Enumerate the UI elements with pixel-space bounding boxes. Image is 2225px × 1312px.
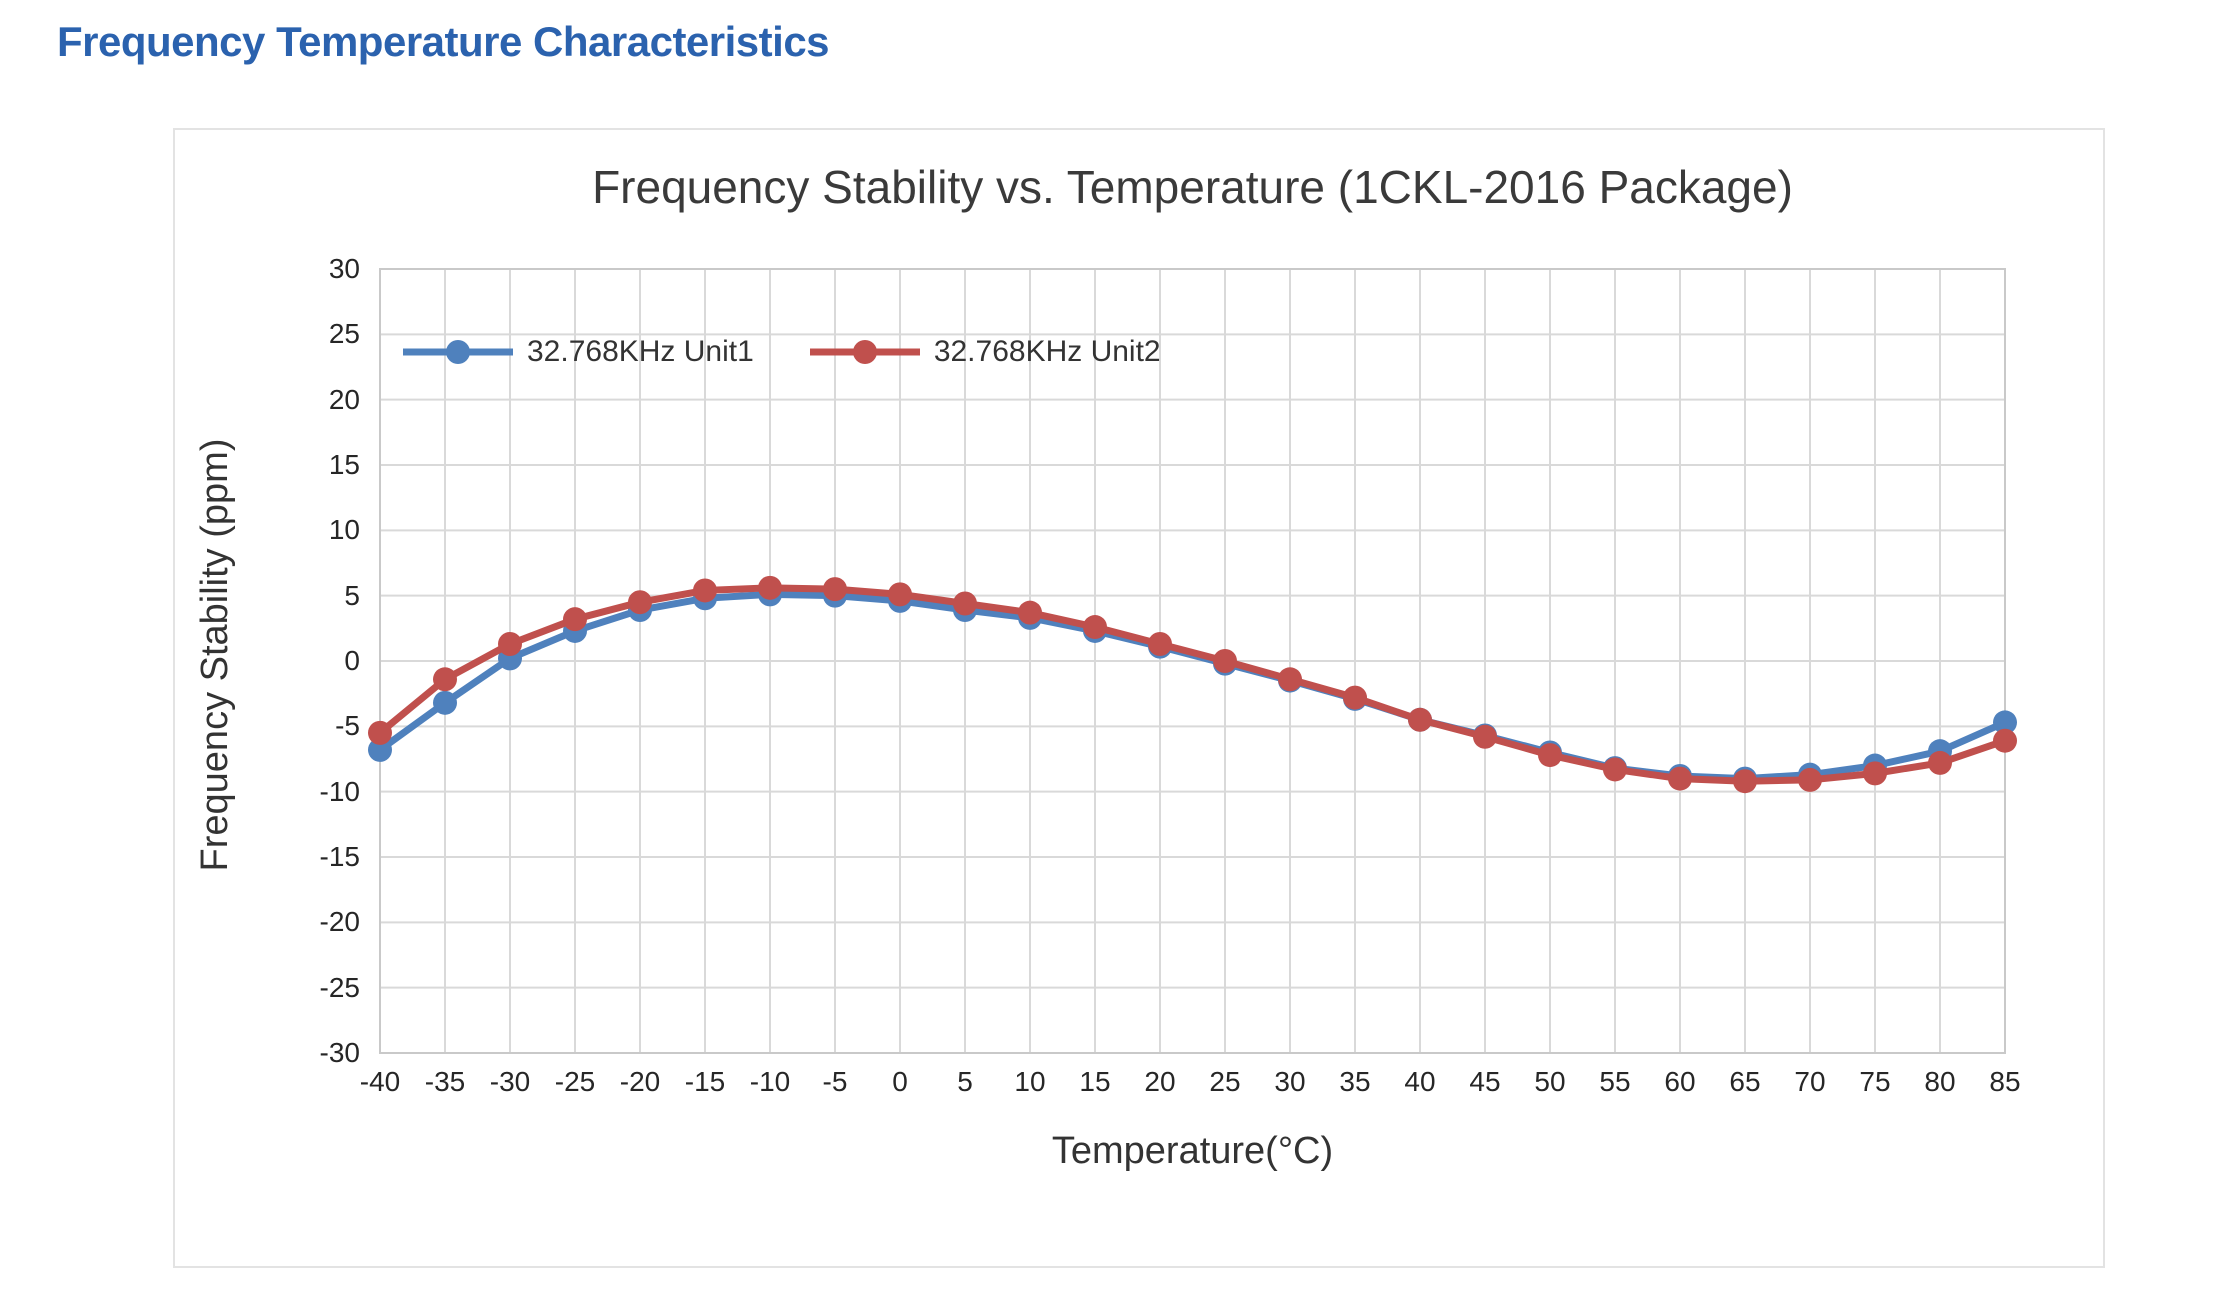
data-point-series-2 xyxy=(1343,685,1367,710)
data-point-series-2 xyxy=(1278,667,1302,692)
y-axis-title: Frequency Stability (ppm) xyxy=(194,438,236,872)
plot-area xyxy=(368,268,2017,1054)
legend-label: 32.768KHz Unit1 xyxy=(527,335,754,368)
data-point-series-2 xyxy=(563,607,587,632)
plot-border xyxy=(379,268,2006,1054)
x-tick-label: -25 xyxy=(554,1066,596,1097)
legend-marker-dot xyxy=(446,340,470,364)
x-tick-label: 75 xyxy=(1859,1066,1891,1097)
y-tick-label: -20 xyxy=(319,906,360,938)
x-tick-label: 0 xyxy=(892,1066,908,1097)
data-point-series-1 xyxy=(1993,710,2017,735)
x-tick-label: 85 xyxy=(1989,1066,2021,1097)
x-tick-label: 55 xyxy=(1599,1066,1631,1097)
x-tick-label: 40 xyxy=(1404,1066,1436,1097)
data-point-series-2 xyxy=(1863,761,1887,786)
y-tick-label: 20 xyxy=(328,383,360,415)
series-line-1 xyxy=(376,590,2009,783)
data-point-series-2 xyxy=(1928,750,1952,775)
data-point-series-2 xyxy=(1148,632,1172,657)
y-tick-label: 15 xyxy=(328,449,360,480)
data-point-series-2 xyxy=(1408,707,1432,732)
chart-legend: 32.768KHz Unit1 32.768KHz Unit2 xyxy=(403,335,1161,369)
x-tick-label: -20 xyxy=(619,1066,661,1097)
data-point-series-2 xyxy=(693,578,717,603)
x-tick-label: 25 xyxy=(1209,1066,1241,1097)
y-tick-label: -15 xyxy=(319,841,360,872)
legend-marker-dot xyxy=(852,340,877,364)
x-tick-label: -15 xyxy=(684,1066,726,1097)
data-point-series-1 xyxy=(368,737,392,762)
data-point-series-2 xyxy=(628,590,652,615)
data-point-series-2 xyxy=(1538,743,1562,768)
data-point-series-2 xyxy=(433,667,457,692)
x-tick-label: 50 xyxy=(1534,1066,1566,1097)
x-tick-label: -35 xyxy=(424,1066,466,1097)
x-tick-label: 45 xyxy=(1469,1066,1501,1097)
y-tick-label: 30 xyxy=(328,253,360,284)
data-point-series-2 xyxy=(1473,724,1497,749)
y-tick-label: -10 xyxy=(319,775,360,807)
data-point-series-2 xyxy=(1083,615,1107,640)
x-tick-label: -30 xyxy=(489,1066,531,1097)
x-axis-title: Temperature(°C) xyxy=(1051,1130,1334,1172)
data-point-series-2 xyxy=(888,582,912,607)
x-tick-label: 5 xyxy=(957,1066,973,1097)
x-tick-label: 35 xyxy=(1339,1066,1371,1097)
legend-marker-icon xyxy=(403,340,513,364)
data-point-series-2 xyxy=(1993,728,2017,753)
x-tick-label: 15 xyxy=(1079,1066,1111,1097)
y-tick-label: 10 xyxy=(328,514,360,546)
data-point-series-2 xyxy=(1018,600,1042,625)
y-tick-label: 5 xyxy=(344,579,360,611)
y-tick-label: -25 xyxy=(319,971,360,1003)
x-tick-label: -10 xyxy=(749,1066,791,1097)
data-point-series-2 xyxy=(1668,766,1692,791)
data-point-series-1 xyxy=(433,690,457,715)
x-tick-label: 30 xyxy=(1274,1066,1306,1097)
x-tick-label: 10 xyxy=(1014,1066,1046,1097)
y-tick-label: 25 xyxy=(328,318,360,350)
data-point-series-2 xyxy=(953,591,977,616)
data-point-series-2 xyxy=(1213,649,1237,673)
data-point-series-2 xyxy=(498,632,522,657)
x-tick-label: 65 xyxy=(1729,1066,1761,1097)
x-tick-label: 70 xyxy=(1794,1066,1826,1097)
data-point-series-2 xyxy=(1733,769,1757,794)
legend-item: 32.768KHz Unit1 xyxy=(403,335,754,369)
page-heading: Frequency Temperature Characteristics xyxy=(57,18,830,65)
chart-title: Frequency Stability vs. Temperature (1CK… xyxy=(592,161,1793,213)
y-tick-label: -30 xyxy=(319,1037,360,1068)
legend-marker-icon xyxy=(809,340,920,364)
data-point-series-2 xyxy=(823,577,847,602)
legend-label: 32.768KHz Unit2 xyxy=(933,335,1161,368)
data-point-series-2 xyxy=(1798,767,1822,792)
x-tick-label: 20 xyxy=(1144,1066,1176,1097)
y-tick-label: 0 xyxy=(344,645,360,676)
legend-item: 32.768KHz Unit2 xyxy=(809,335,1161,369)
data-point-series-2 xyxy=(368,720,392,745)
y-tick-label: -5 xyxy=(335,710,360,742)
data-point-series-2 xyxy=(758,575,782,600)
x-tick-label: -5 xyxy=(822,1066,848,1097)
x-tick-label: -40 xyxy=(359,1066,401,1097)
data-point-series-2 xyxy=(1603,757,1627,782)
x-tick-label: 60 xyxy=(1664,1066,1696,1097)
chart-card: Frequency Stability vs. Temperature (1CK… xyxy=(173,128,2105,1268)
x-tick-label: 80 xyxy=(1924,1066,1956,1097)
